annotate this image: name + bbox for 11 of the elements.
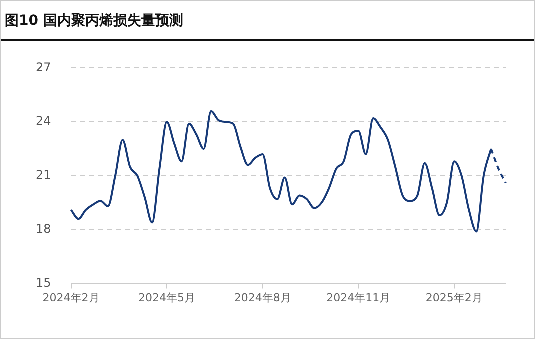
y-tick-label: 21 <box>36 168 52 182</box>
x-tick-label: 2024年5月 <box>138 291 196 304</box>
x-tick-label: 2024年11月 <box>326 291 391 304</box>
y-tick-label: 18 <box>36 222 52 236</box>
y-tick-label: 24 <box>36 114 52 128</box>
x-tick-label: 2025年2月 <box>426 291 483 304</box>
y-tick-label: 15 <box>36 276 52 290</box>
chart-title: 图10 国内聚丙烯损失量预测 <box>1 1 534 41</box>
y-tick-label: 27 <box>36 60 52 74</box>
x-tick-label: 2024年2月 <box>42 291 100 304</box>
x-tick-label: 2024年8月 <box>234 291 292 304</box>
